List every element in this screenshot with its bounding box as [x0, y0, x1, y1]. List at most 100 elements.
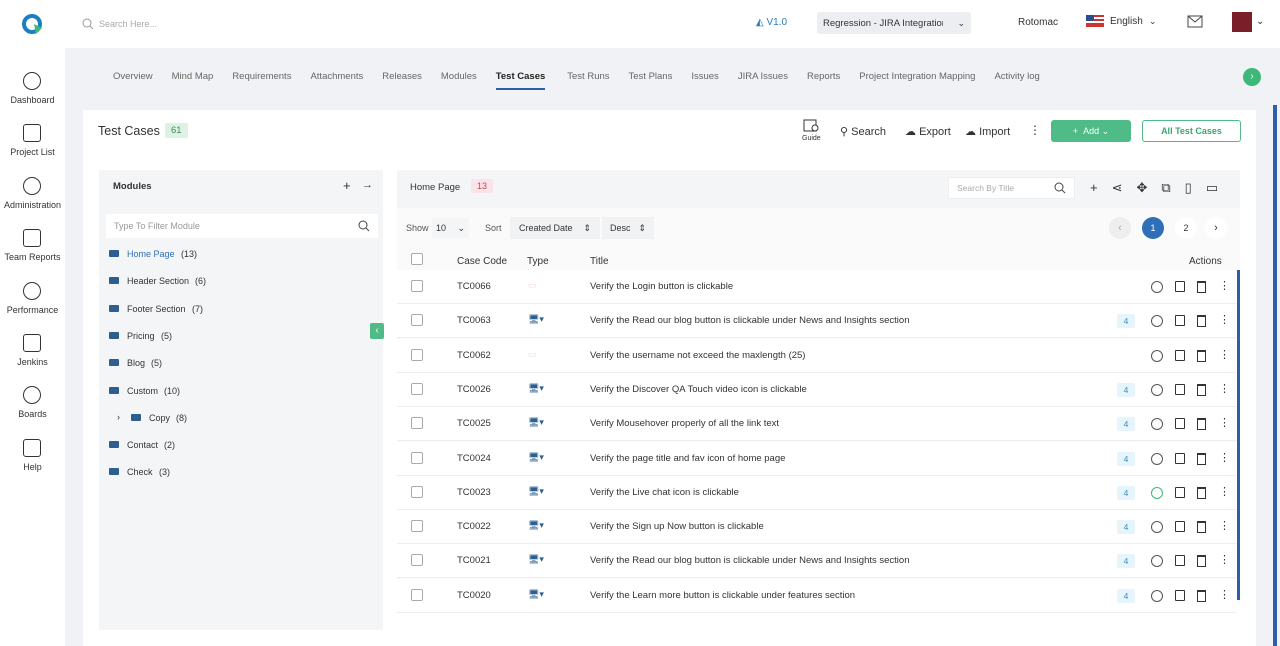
- row-checkbox[interactable]: [411, 382, 423, 395]
- case-title[interactable]: Verify the Read our blog button is click…: [590, 555, 910, 567]
- all-cases-btn[interactable]: All Test Cases: [1142, 120, 1241, 142]
- sort-order[interactable]: Desc ⇕: [602, 217, 654, 239]
- case-code[interactable]: TC0020: [457, 589, 491, 601]
- tab[interactable]: JIRA Issues: [737, 71, 788, 82]
- nav-icon[interactable]: [23, 72, 41, 90]
- copy-icon[interactable]: [1175, 486, 1185, 498]
- row-more[interactable]: ⋮: [1219, 280, 1230, 292]
- module-name[interactable]: Header Section: [127, 276, 190, 287]
- module-name[interactable]: Contact: [127, 440, 159, 451]
- link-count[interactable]: 4: [1117, 382, 1135, 397]
- nav-icon[interactable]: [23, 281, 41, 300]
- copy-icon[interactable]: [1175, 383, 1185, 395]
- tab[interactable]: Releases: [382, 71, 422, 82]
- tab[interactable]: Reports: [806, 71, 841, 82]
- nav-label[interactable]: Project List: [10, 147, 55, 158]
- case-code[interactable]: TC0062: [457, 349, 491, 361]
- delete-icon[interactable]: [1197, 452, 1206, 465]
- tab[interactable]: Activity log: [994, 71, 1040, 82]
- case-title[interactable]: Verify the Live chat icon is clickable: [590, 486, 739, 498]
- row-checkbox[interactable]: [411, 520, 423, 533]
- case-title[interactable]: Verify the Sign up Now button is clickab…: [590, 521, 764, 533]
- row-checkbox[interactable]: [411, 554, 423, 567]
- row-checkbox[interactable]: [411, 485, 423, 498]
- row-checkbox[interactable]: [411, 588, 423, 601]
- next-page[interactable]: ›: [1205, 217, 1227, 239]
- case-title[interactable]: Verify Mousehover properly of all the li…: [590, 418, 780, 430]
- tab[interactable]: Requirements: [232, 71, 292, 82]
- case-code[interactable]: TC0063: [457, 315, 491, 327]
- status-icon[interactable]: [1151, 555, 1163, 568]
- nav-icon[interactable]: [23, 124, 41, 143]
- copy-icon[interactable]: [1175, 418, 1185, 430]
- nav-icon[interactable]: [23, 176, 41, 195]
- nav-icon[interactable]: [23, 229, 41, 248]
- project-select[interactable]: Regression - JIRA Integration ⌄: [817, 12, 971, 34]
- row-more[interactable]: ⋮: [1219, 485, 1230, 498]
- case-code[interactable]: TC0025: [457, 418, 491, 430]
- tab[interactable]: Test Runs: [567, 71, 610, 82]
- link-count[interactable]: 4: [1117, 588, 1135, 603]
- list-tools[interactable]: +⋖✥⧉▯▭: [1090, 180, 1233, 195]
- copy-icon[interactable]: [1175, 521, 1185, 533]
- case-code[interactable]: TC0024: [457, 452, 491, 464]
- delete-icon[interactable]: [1197, 418, 1206, 431]
- status-icon[interactable]: [1151, 418, 1163, 431]
- delete-icon[interactable]: [1197, 589, 1206, 602]
- case-code[interactable]: TC0022: [457, 521, 491, 533]
- nav-label[interactable]: Help: [23, 461, 42, 472]
- row-checkbox[interactable]: [411, 348, 423, 361]
- collapse-panel[interactable]: ‹: [370, 323, 384, 339]
- delete-icon[interactable]: [1197, 521, 1206, 534]
- export-btn[interactable]: ☁ Export: [905, 126, 951, 138]
- expand-arrow[interactable]: ›: [117, 411, 120, 422]
- tab[interactable]: Attachments: [310, 71, 364, 82]
- nav-icon[interactable]: [23, 438, 41, 457]
- row-more[interactable]: ⋮: [1219, 314, 1230, 327]
- status-icon[interactable]: [1151, 452, 1163, 465]
- status-icon[interactable]: [1151, 589, 1163, 602]
- tab-next[interactable]: ›: [1243, 68, 1261, 86]
- sort-field[interactable]: Created Date ⇕: [510, 217, 600, 239]
- row-checkbox[interactable]: [411, 280, 423, 292]
- module-name[interactable]: Home Page: [127, 249, 175, 259]
- title-search[interactable]: Search By Title: [948, 177, 1075, 199]
- status-icon[interactable]: [1151, 521, 1163, 534]
- global-search[interactable]: Search Here...: [82, 15, 362, 33]
- add-module[interactable]: +: [343, 178, 351, 193]
- case-title[interactable]: Verify the Read our blog button is click…: [590, 315, 910, 327]
- status-icon[interactable]: [1151, 315, 1163, 328]
- case-title[interactable]: Verify the username not exceed the maxle…: [590, 349, 806, 361]
- page-button[interactable]: 1: [1142, 217, 1164, 239]
- copy-icon[interactable]: [1175, 452, 1185, 464]
- tab[interactable]: Test Plans: [628, 71, 673, 82]
- module-name[interactable]: Check: [127, 467, 153, 478]
- link-count[interactable]: 4: [1117, 554, 1135, 569]
- link-count[interactable]: 4: [1117, 485, 1135, 500]
- status-icon[interactable]: [1151, 486, 1163, 499]
- case-title[interactable]: Verify the Discover QA Touch video icon …: [590, 383, 807, 395]
- status-icon[interactable]: [1151, 383, 1163, 396]
- more-btn[interactable]: ⋮: [1029, 123, 1041, 137]
- tab[interactable]: Overview: [113, 71, 153, 82]
- module-name[interactable]: Custom: [127, 385, 159, 396]
- copy-icon[interactable]: [1175, 281, 1185, 292]
- guide-label[interactable]: Guide: [802, 135, 821, 142]
- status-icon[interactable]: [1151, 281, 1163, 293]
- search-btn[interactable]: ⚲ Search: [840, 126, 886, 138]
- delete-icon[interactable]: [1197, 281, 1206, 293]
- case-code[interactable]: TC0066: [457, 281, 491, 292]
- copy-icon[interactable]: [1175, 315, 1185, 327]
- link-count[interactable]: 4: [1117, 451, 1135, 466]
- add-btn[interactable]: + Add ⌄: [1051, 120, 1131, 142]
- delete-icon[interactable]: [1197, 383, 1206, 396]
- link-count[interactable]: 4: [1117, 417, 1135, 432]
- delete-icon[interactable]: [1197, 349, 1206, 362]
- row-more[interactable]: ⋮: [1219, 382, 1230, 395]
- page-size[interactable]: 10 ⌄: [432, 218, 469, 238]
- mail-icon[interactable]: [1187, 15, 1203, 28]
- delete-icon[interactable]: [1197, 315, 1206, 328]
- copy-icon[interactable]: [1175, 349, 1185, 361]
- nav-label[interactable]: Performance: [6, 304, 59, 315]
- nav-icon[interactable]: [23, 334, 41, 352]
